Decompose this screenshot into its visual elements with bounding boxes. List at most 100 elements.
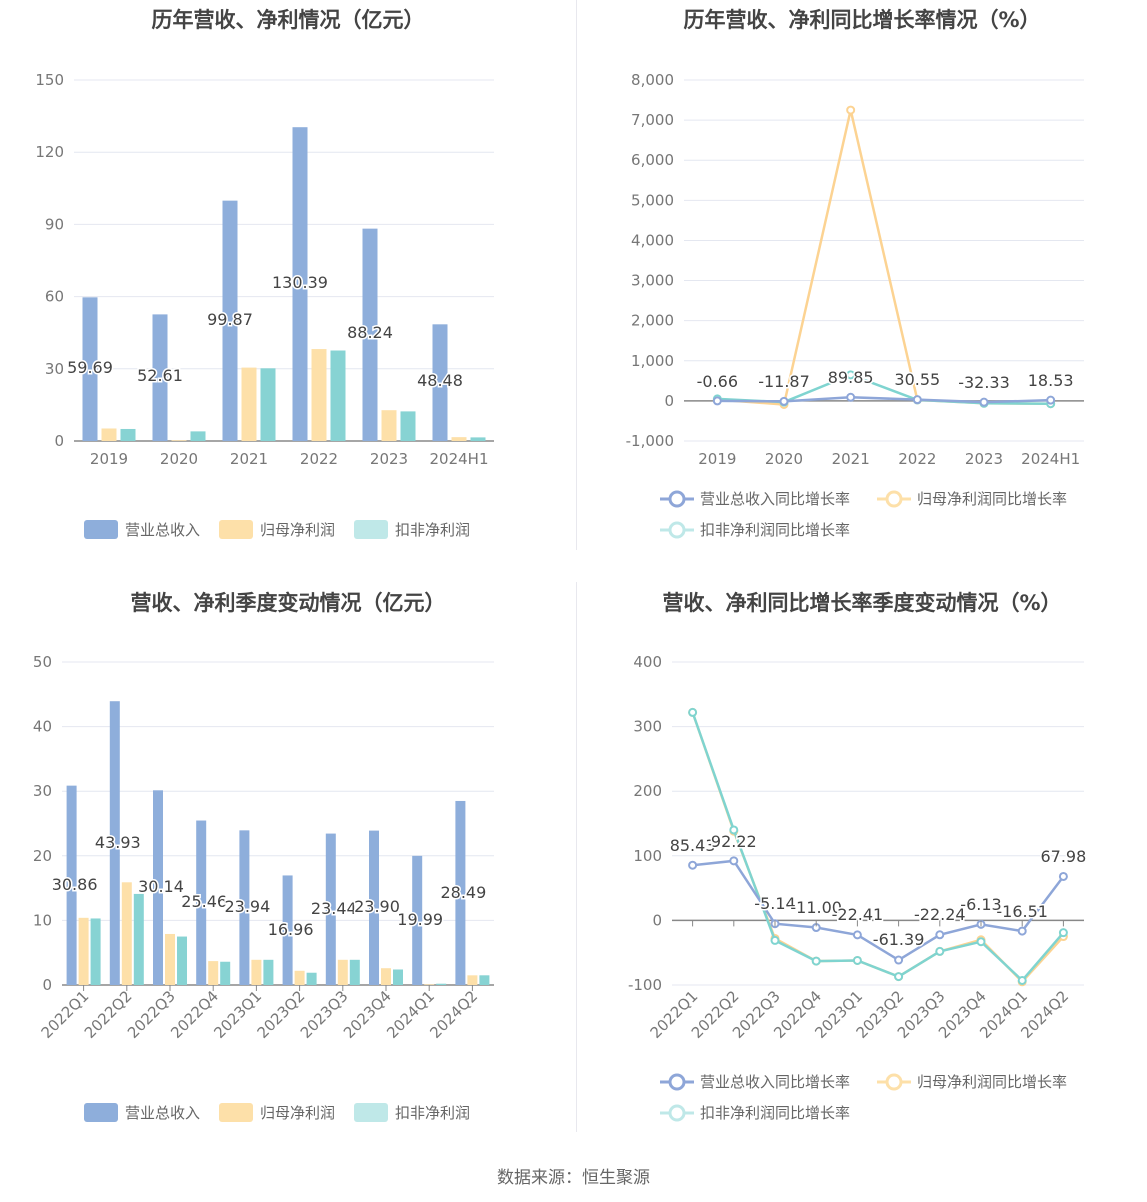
bar-revenue xyxy=(282,875,293,985)
legend-deducted-profit[interactable]: 扣非净利润 xyxy=(354,519,470,540)
x-tick-label: 2019 xyxy=(698,450,736,468)
bar-parent-profit xyxy=(311,349,327,441)
y-tick-label: 90 xyxy=(45,215,64,233)
data-label: -61.39 xyxy=(873,930,925,949)
series-point-deducted xyxy=(811,956,821,966)
bar-deducted-profit xyxy=(330,350,346,441)
data-label: 30.14 xyxy=(138,877,184,896)
legend-q-deducted-profit[interactable]: 扣非净利润 xyxy=(354,1102,470,1123)
series-point-deducted xyxy=(688,707,698,717)
data-label: -6.13 xyxy=(960,895,1001,914)
bar-parent-profit xyxy=(424,984,435,985)
bar-deducted-profit xyxy=(260,368,276,441)
series-line-deducted xyxy=(691,711,1065,983)
legend-q-parent-profit-swatch xyxy=(219,1103,253,1122)
series-point-deducted xyxy=(770,935,780,945)
bar-parent-profit xyxy=(241,367,257,441)
bar-deducted-profit xyxy=(220,961,231,985)
series-point-revenue xyxy=(688,860,698,870)
legend-parent-growth[interactable]: 归母净利润同比增长率 xyxy=(877,488,1067,509)
bar-revenue xyxy=(152,314,168,441)
quarter-bar-title: 营收、净利季度变动情况（亿元） xyxy=(130,591,446,615)
series-point-parent xyxy=(846,105,856,115)
bar-deducted-profit xyxy=(436,983,447,985)
data-label: -16.51 xyxy=(996,902,1048,921)
legend-parent-growth-label: 归母净利润同比增长率 xyxy=(917,490,1068,508)
x-tick-label: 2019 xyxy=(90,450,128,468)
data-label: 48.48 xyxy=(417,371,463,390)
series-point-revenue xyxy=(1046,395,1056,405)
y-tick-label: 0 xyxy=(652,911,662,929)
series-point-revenue xyxy=(1058,871,1068,881)
series-point-deducted xyxy=(846,370,856,380)
y-tick-label: -1,000 xyxy=(626,432,674,450)
data-label: 30.86 xyxy=(52,875,98,894)
data-label: 59.69 xyxy=(67,358,113,377)
legend-parent-profit[interactable]: 归母净利润 xyxy=(219,519,335,540)
y-tick-label: 40 xyxy=(33,718,52,736)
bar-deducted-profit xyxy=(133,893,144,985)
data-label: -5.14 xyxy=(754,894,795,913)
legend-q-parent-growth-label: 归母净利润同比增长率 xyxy=(917,1073,1068,1091)
y-tick-label: 6,000 xyxy=(631,151,674,169)
bar-deducted-profit xyxy=(120,428,136,441)
legend-q-deducted-growth[interactable]: 扣非净利润同比增长率 xyxy=(660,1102,850,1123)
legend-revenue-swatch xyxy=(84,520,118,539)
annual-line-legend: 营业总收入同比增长率 归母净利润同比增长率 扣非净利润同比增长率 xyxy=(577,0,1147,560)
bar-revenue xyxy=(292,127,308,441)
series-point-revenue xyxy=(979,397,989,407)
series-point-revenue xyxy=(912,395,922,405)
bar-deducted-profit xyxy=(393,969,403,985)
x-tick-label: 2023 xyxy=(370,450,408,468)
x-tick-label: 2024H1 xyxy=(430,450,489,468)
divider-bottom xyxy=(576,582,577,1132)
series-point-deducted xyxy=(1017,975,1027,985)
bar-parent-profit xyxy=(165,933,175,985)
x-tick-label: 2021 xyxy=(832,450,870,468)
legend-q-parent-growth[interactable]: 归母净利润同比增长率 xyxy=(877,1071,1067,1092)
legend-q-revenue-growth[interactable]: 营业总收入同比增长率 xyxy=(660,1071,850,1092)
bar-parent-profit xyxy=(451,437,467,441)
series-point-revenue xyxy=(846,392,856,402)
annual-bar-panel: 历年营收、净利情况（亿元） 0 30 60 90 120 150 59.69 52.61 99.… xyxy=(0,0,576,560)
y-tick-label: 10 xyxy=(33,911,52,929)
y-tick-label: 150 xyxy=(35,71,64,89)
data-label: 130.39 xyxy=(272,273,328,292)
legend-deducted-growth[interactable]: 扣非净利润同比增长率 xyxy=(660,519,850,540)
bar-revenue xyxy=(66,785,77,985)
quarter-line-title: 营收、净利同比增长率季度变动情况（%） xyxy=(662,591,1062,615)
legend-q-revenue[interactable]: 营业总收入 xyxy=(84,1102,200,1123)
bar-revenue xyxy=(82,297,98,441)
legend-q-parent-profit[interactable]: 归母净利润 xyxy=(219,1102,335,1123)
legend-deducted-growth-marker xyxy=(660,521,694,538)
legend-q-parent-growth-marker xyxy=(877,1073,911,1090)
data-label: 18.53 xyxy=(1028,371,1074,390)
data-label: 19.99 xyxy=(397,910,443,929)
x-tick-label: 2022 xyxy=(300,450,338,468)
data-label: 16.96 xyxy=(268,920,314,939)
bar-revenue xyxy=(239,830,250,985)
y-tick-label: 3,000 xyxy=(631,272,674,290)
legend-revenue-growth[interactable]: 营业总收入同比增长率 xyxy=(660,488,850,509)
legend-parent-profit-swatch xyxy=(219,520,253,539)
data-label: -11.00 xyxy=(790,898,842,917)
y-tick-label: 1,000 xyxy=(631,352,674,370)
legend-q-parent-profit-label: 归母净利润 xyxy=(260,1104,336,1122)
data-source: 数据来源：恒生聚源 xyxy=(497,1168,650,1188)
bar-parent-profit xyxy=(208,961,219,985)
legend-revenue-label: 营业总收入 xyxy=(125,521,201,539)
legend-revenue[interactable]: 营业总收入 xyxy=(84,519,200,540)
legend-revenue-growth-label: 营业总收入同比增长率 xyxy=(700,490,851,508)
bar-revenue xyxy=(369,830,379,985)
annual-line-chart: -1,000 0 1,000 2,000 3,000 4,000 5,000 6,000 7,0… xyxy=(626,71,1084,468)
legend-q-deducted-profit-label: 扣非净利润 xyxy=(395,1104,471,1122)
y-tick-label: 0 xyxy=(42,976,52,994)
bar-revenue xyxy=(432,324,448,441)
bar-parent-profit xyxy=(251,959,262,985)
legend-deducted-profit-label: 扣非净利润 xyxy=(395,521,471,539)
bar-revenue xyxy=(109,701,120,985)
bar-parent-profit xyxy=(294,970,305,985)
quarter-bar-panel: 营收、净利季度变动情况（亿元） 0 10 20 30 40 50 30.86 43.93 30.… xyxy=(0,582,576,1142)
bar-deducted-profit xyxy=(263,959,274,985)
